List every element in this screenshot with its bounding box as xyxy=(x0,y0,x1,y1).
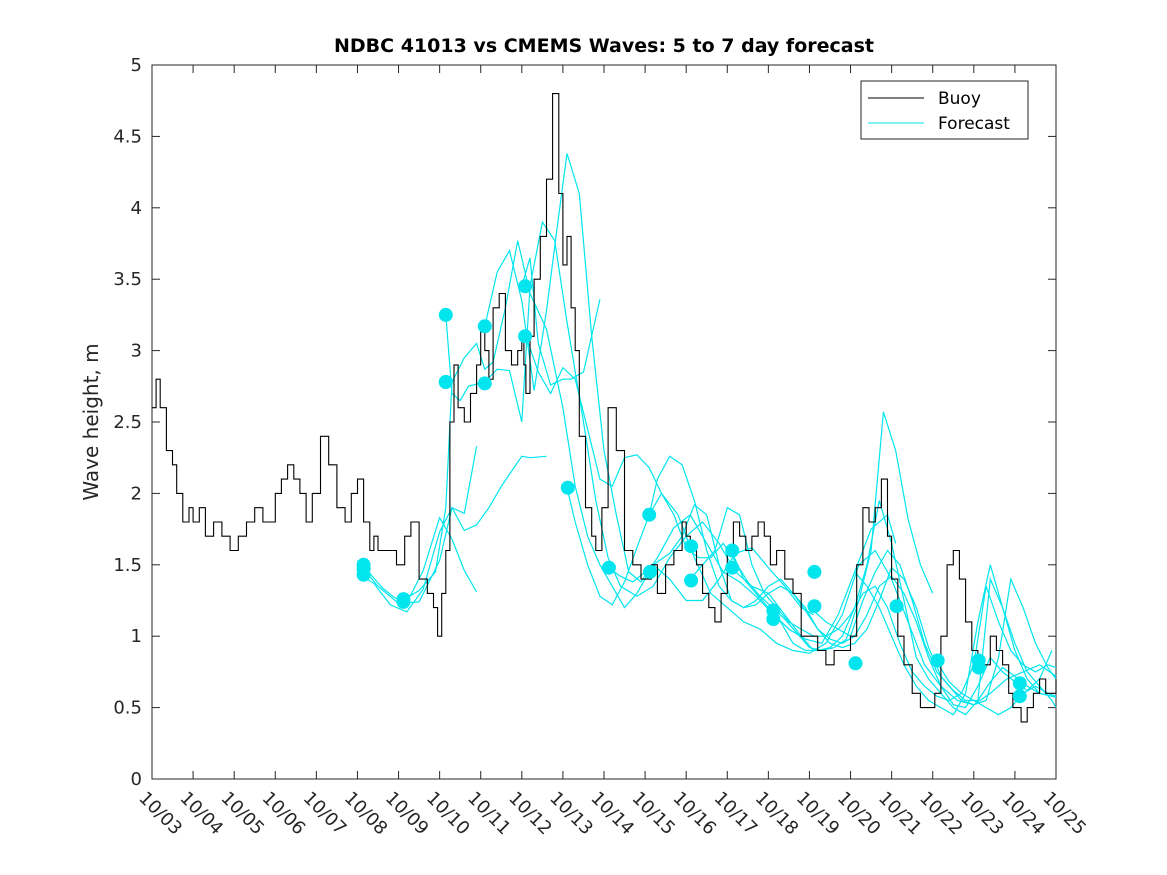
x-tick-label: 10/21 xyxy=(874,788,926,840)
x-tick-label: 10/20 xyxy=(833,788,885,840)
x-tick-label: 10/17 xyxy=(710,788,762,840)
forecast-line-13 xyxy=(730,500,1057,716)
legend: Buoy Forecast xyxy=(860,80,1029,140)
forecast-point xyxy=(1012,676,1027,691)
x-tick-label: 10/13 xyxy=(545,788,597,840)
x-tick-label: 10/25 xyxy=(1038,788,1090,840)
x-tick-label: 10/14 xyxy=(586,788,638,840)
forecast-point xyxy=(477,319,492,334)
x-tick-label: 10/11 xyxy=(463,788,515,840)
x-tick-label: 10/16 xyxy=(669,788,721,840)
x-tick-label: 10/10 xyxy=(422,788,474,840)
buoy-line-group xyxy=(152,93,1057,723)
chart-title: NDBC 41013 vs CMEMS Waves: 5 to 7 day fo… xyxy=(334,35,874,57)
x-tick-label: 10/24 xyxy=(997,788,1049,840)
y-tick-label: 3 xyxy=(131,341,142,362)
forecast-point xyxy=(930,653,945,668)
forecast-point xyxy=(643,564,657,579)
y-tick-label: 1 xyxy=(131,626,142,647)
y-tick-label: 2.5 xyxy=(113,412,142,433)
forecast-point xyxy=(807,599,822,614)
forecast-point xyxy=(725,560,740,575)
forecast-point xyxy=(601,560,616,575)
forecast-point xyxy=(356,562,371,577)
x-tick-label: 10/04 xyxy=(176,788,228,840)
y-axis-label: Wave height, m xyxy=(79,343,103,500)
x-tick-label: 10/18 xyxy=(751,788,803,840)
x-tick-label: 10/06 xyxy=(258,788,310,840)
x-tick-label: 10/05 xyxy=(217,788,269,840)
y-tick-label: 3.5 xyxy=(113,269,142,290)
forecast-line-8 xyxy=(521,257,601,386)
forecast-point xyxy=(725,543,740,558)
forecast-point xyxy=(642,507,657,522)
x-tick-label: 10/09 xyxy=(381,788,433,840)
forecast-point xyxy=(518,279,533,294)
forecast-point xyxy=(1012,689,1027,704)
x-tick-label: 10/23 xyxy=(956,788,1008,840)
legend-forecast-label: Forecast xyxy=(938,114,1010,134)
y-tick-label: 0 xyxy=(131,769,142,790)
forecast-points xyxy=(356,279,1027,704)
legend-box xyxy=(860,80,1029,140)
x-tick-label: 10/08 xyxy=(340,788,392,840)
forecast-point xyxy=(477,376,492,391)
forecast-point xyxy=(889,599,904,614)
buoy-line xyxy=(152,93,1057,723)
y-tick-label: 5 xyxy=(131,55,142,76)
x-tick-label: 10/15 xyxy=(628,788,680,840)
forecast-point xyxy=(848,656,863,671)
y-tick-label: 0.5 xyxy=(113,698,142,719)
forecast-point xyxy=(396,594,411,609)
forecast-line-12 xyxy=(689,506,1057,702)
y-tick-label: 4 xyxy=(131,198,142,219)
y-tick-label: 1.5 xyxy=(113,555,142,576)
forecast-point xyxy=(560,480,575,495)
x-tick-label: 10/22 xyxy=(915,788,967,840)
legend-buoy-label: Buoy xyxy=(938,89,981,109)
forecast-point xyxy=(518,329,533,344)
x-tick-label: 10/12 xyxy=(504,788,556,840)
plot-area xyxy=(151,64,1057,780)
x-tick-label: 10/19 xyxy=(792,788,844,840)
forecast-point xyxy=(971,660,986,675)
forecast-point xyxy=(438,307,453,322)
forecast-point xyxy=(684,539,699,554)
y-ticks: 0 0.5 1 1.5 2 2.5 3 3.5 4 4.5 5 xyxy=(113,55,1056,790)
x-tick-label: 10/07 xyxy=(299,788,351,840)
y-tick-label: 4.5 xyxy=(113,126,142,147)
forecast-point xyxy=(438,375,453,389)
forecast-point xyxy=(684,573,699,588)
y-tick-label: 2 xyxy=(131,483,142,504)
forecast-line-6 xyxy=(484,153,897,644)
forecast-point xyxy=(807,564,822,579)
forecast-line-15 xyxy=(854,564,1057,716)
forecast-point xyxy=(766,612,781,627)
forecast-line-14 xyxy=(813,549,1057,706)
x-tick-label: 10/03 xyxy=(134,788,186,840)
forecast-line-2 xyxy=(357,446,478,613)
